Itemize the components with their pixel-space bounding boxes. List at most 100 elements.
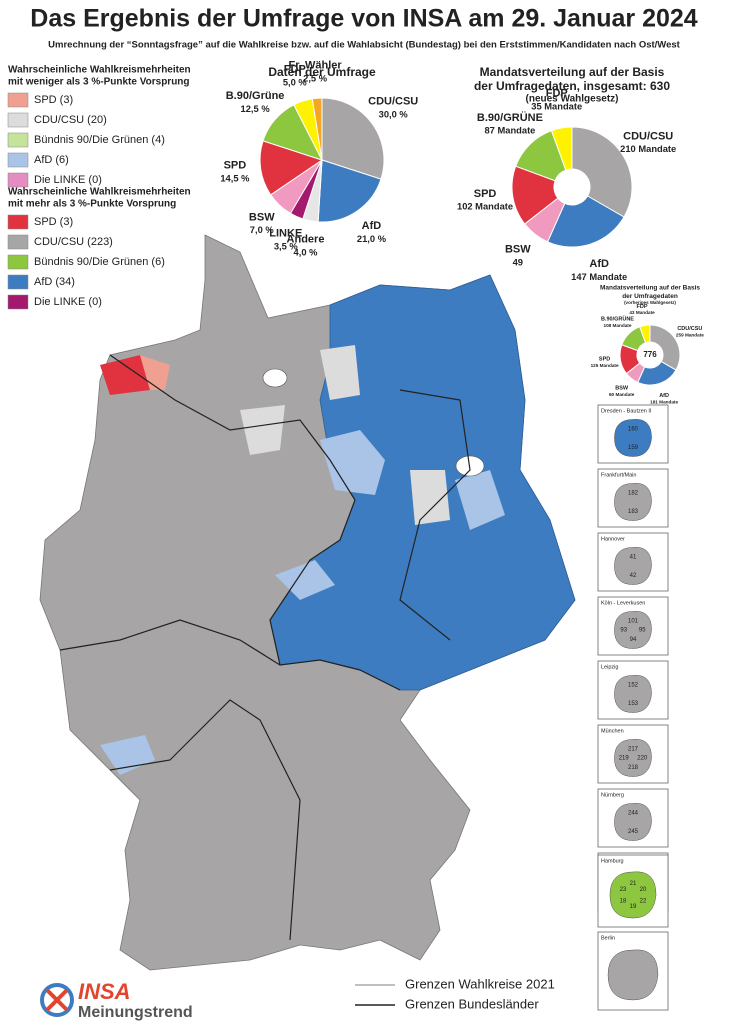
inset-label: 182 [628,490,639,496]
slice-label: 35 Mandate [531,101,582,111]
inset-name: Köln - Leverkusen [601,600,645,606]
legend-heading: Wahrscheinliche Wahlkreismehrheiten [8,187,191,198]
inset-label: 245 [628,829,639,835]
inset-label: 95 [639,628,646,634]
slice-name: B.90/GRÜNE [601,316,634,323]
title: Das Ergebnis der Umfrage von INSA am 29.… [30,5,697,33]
state-border [109,699,301,941]
legend-label: SPD (3) [34,216,73,228]
chart-subtitle: (neues Wahlgesetz) [526,94,619,105]
state-border [109,354,401,691]
slice-name: SPD [224,160,247,172]
chart-title: Mandatsverteilung auf der Basis [480,65,665,79]
region-spd [100,355,150,395]
slice-name: CDU/CSU [623,130,673,142]
slice-label: 102 Mandate [457,202,513,212]
slice-label: 210 Mandate [620,144,676,154]
inset-shape [614,483,652,521]
legend-label: Bündnis 90/Die Grünen (6) [34,256,165,268]
slice-name: BSW [249,211,275,223]
chart-title: der Umfragedaten [622,293,678,300]
slice-label: 5,0 % [283,77,308,87]
slice-name: CDU/CSU [368,96,418,108]
inset-label: 153 [628,701,639,707]
inset-label: 22 [640,898,647,904]
inset-label: 160 [628,426,639,432]
legend-swatch [7,234,29,250]
legend-label: Bündnis 90/Die Grünen (4) [34,134,165,146]
slice-name: SPD [599,356,610,362]
legend-label: SPD (3) [34,94,73,106]
inset-label: 19 [630,904,637,910]
legend-label: CDU/CSU (20) [34,114,107,126]
city-hamburg [262,368,288,388]
slice-label: 108 Mandate [603,323,631,328]
inset-name: Nürnberg [601,792,624,798]
slice-name: CDU/CSU [677,326,702,332]
inset-name: Leipzig [601,664,618,670]
legend-label: AfD (34) [34,276,75,288]
legend-swatch [7,112,29,128]
slice-name: AfD [589,258,609,270]
inset-label: 94 [630,637,637,643]
state-border [399,389,471,641]
slice-label: 147 Mandate [571,272,627,282]
slice-name: BSW [505,244,531,256]
legend-swatch [7,274,29,290]
slice-label: 7,0 % [250,225,275,235]
slice-label: 12,5 % [241,104,271,114]
legend-label: CDU/CSU (223) [34,236,113,248]
inset-shape [614,675,652,713]
legend-heading: mit mehr als 3 %-Punkte Vorsprung [8,199,176,210]
region-light [455,470,505,530]
slice-label: 181 Mandate [650,399,678,404]
map-legend-label: Grenzen Wahlkreise 2021 [405,976,555,991]
inset-shape [609,871,657,919]
legend-swatch [7,254,29,270]
region-light [410,470,450,525]
inset-name: Frankfurt/Main [601,472,636,478]
slice-name: AfD [659,393,669,399]
inset-label: 21 [630,881,637,887]
inset-label: 101 [628,618,639,624]
slice-name: B.90/GRÜNE [477,111,543,124]
inset-name: Hannover [601,536,625,542]
legend-swatch [7,132,29,148]
inset-label: 218 [628,765,639,771]
slice [550,126,573,171]
inset-shape [614,419,652,457]
logo-tagline: Meinungstrend [78,1004,193,1021]
inset-label: 23 [620,887,627,893]
slice [317,159,382,223]
slice-label: 125 Mandate [591,363,619,368]
donut-center: 776 [643,350,657,359]
state-border [59,619,281,666]
logo: INSA Meinungstrend [40,979,193,1021]
inset-shape [614,547,652,585]
inset-name: München [601,728,624,734]
slice-name: BSW [615,385,629,391]
legend-swatch [7,214,29,230]
inset-shape [614,739,652,777]
inset-label: 220 [637,756,648,762]
inset-label: 93 [620,628,627,634]
inset-label: 159 [628,445,639,451]
slice-name: LINKE [269,228,302,240]
slice-label: 21,0 % [357,234,387,244]
map [39,234,576,971]
slice-label: 87 Mandate [484,126,535,136]
slice-name: B.90/Grüne [226,90,285,102]
slice-label: 30,0 % [379,109,409,119]
chart-title: Mandatsverteilung auf der Basis [600,285,700,292]
slice-name: SPD [474,188,497,200]
slice-label: 4,0 % [294,248,319,258]
slice [571,126,633,218]
inset-label: 244 [628,810,639,816]
region-light [320,430,385,495]
logo-cross [45,988,69,1012]
inset-label: 42 [630,573,637,579]
legend-heading: Wahrscheinliche Wahlkreismehrheiten [8,65,191,76]
region-light [320,345,360,400]
slice [321,97,385,180]
